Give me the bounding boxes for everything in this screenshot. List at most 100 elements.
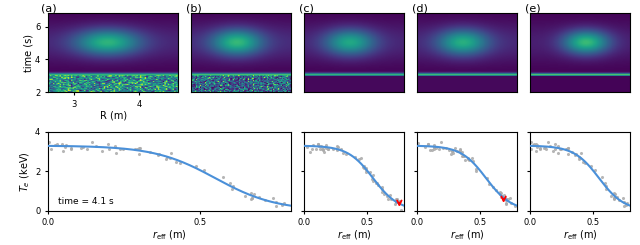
Point (396, 208, 406, 212)
Point (563, 146, 573, 149)
Point (429, 145, 440, 149)
Point (321, 143, 331, 147)
Point (145, 150, 155, 154)
Point (506, 201, 516, 205)
Point (377, 187, 387, 191)
Point (586, 164, 596, 168)
Point (175, 161, 185, 165)
Point (321, 146, 331, 150)
Point (458, 154, 468, 158)
Point (131, 147, 141, 151)
Point (115, 147, 125, 151)
Point (484, 182, 495, 185)
Y-axis label: time (s): time (s) (24, 34, 33, 72)
Point (567, 150, 577, 154)
Point (58, 149, 68, 153)
Point (166, 151, 176, 155)
Point (102, 142, 113, 146)
Point (354, 157, 364, 161)
Point (44, 140, 54, 144)
Point (323, 147, 333, 150)
Point (452, 149, 462, 153)
Point (228, 184, 238, 188)
Point (152, 153, 163, 157)
Point (436, 140, 447, 144)
Point (305, 150, 315, 154)
Point (379, 192, 389, 196)
Point (455, 147, 465, 151)
Point (254, 195, 264, 199)
Point (571, 152, 581, 156)
Point (134, 146, 144, 149)
Point (362, 166, 372, 170)
Point (532, 145, 542, 148)
Point (561, 147, 572, 151)
Point (612, 195, 622, 199)
Point (104, 147, 115, 151)
Point (259, 198, 269, 202)
Point (614, 198, 625, 202)
Point (529, 142, 539, 146)
Point (501, 196, 511, 200)
Point (609, 197, 619, 201)
Y-axis label: $T_e$ (keV): $T_e$ (keV) (19, 151, 33, 192)
Point (422, 142, 433, 146)
Point (440, 146, 451, 150)
Point (82, 147, 92, 151)
Point (431, 146, 441, 149)
Point (543, 140, 554, 144)
Point (247, 196, 257, 200)
Point (323, 147, 333, 151)
Point (50, 143, 60, 147)
Point (553, 151, 563, 155)
Point (589, 168, 600, 172)
Point (606, 194, 616, 198)
Point (547, 149, 557, 153)
Point (246, 197, 257, 201)
Point (429, 143, 439, 147)
Point (429, 145, 440, 149)
Point (448, 151, 458, 155)
Point (550, 142, 560, 146)
Point (302, 145, 312, 149)
Point (317, 148, 328, 152)
X-axis label: $r_{\mathrm{eff}}$ (m): $r_{\mathrm{eff}}$ (m) (563, 229, 598, 242)
Point (433, 147, 444, 151)
Point (457, 154, 467, 158)
Point (545, 144, 555, 147)
Point (525, 140, 536, 144)
Point (385, 194, 395, 197)
Point (394, 201, 404, 205)
Point (531, 149, 541, 153)
Point (361, 170, 371, 174)
Point (574, 155, 584, 159)
Point (118, 147, 129, 151)
Point (61, 143, 71, 147)
Point (563, 152, 573, 156)
Point (456, 150, 467, 154)
Point (467, 156, 477, 160)
Point (531, 142, 541, 146)
Point (445, 152, 456, 156)
Point (501, 201, 511, 205)
Point (377, 185, 387, 189)
Point (313, 142, 323, 146)
Point (499, 193, 509, 197)
Point (463, 156, 474, 160)
Point (495, 192, 505, 196)
Point (395, 199, 405, 203)
X-axis label: $r_{\mathrm{eff}}$ (m): $r_{\mathrm{eff}}$ (m) (152, 229, 187, 242)
Point (340, 152, 351, 156)
Point (504, 196, 515, 200)
Point (471, 167, 481, 171)
Point (308, 143, 318, 147)
Point (307, 147, 317, 150)
Point (319, 150, 329, 154)
Point (570, 153, 580, 157)
X-axis label: $r_{\mathrm{eff}}$ (m): $r_{\mathrm{eff}}$ (m) (450, 229, 484, 242)
Point (619, 200, 629, 204)
Point (491, 188, 501, 192)
Point (97, 149, 108, 153)
Text: (e): (e) (525, 3, 541, 13)
Point (579, 161, 589, 165)
